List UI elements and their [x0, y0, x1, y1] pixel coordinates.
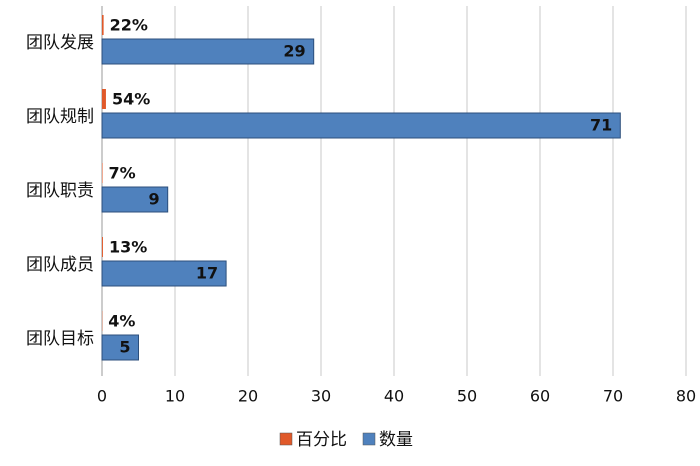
legend-label: 数量	[379, 430, 413, 450]
y-tick-label: 团队成员	[26, 255, 94, 275]
legend-swatch	[280, 433, 292, 445]
x-tick-label: 80	[676, 387, 696, 406]
x-tick-label: 40	[384, 387, 404, 406]
x-tick-label: 50	[457, 387, 477, 406]
y-tick-label: 团队发展	[26, 33, 94, 53]
y-tick-label: 团队规制	[26, 107, 94, 127]
bar	[102, 39, 314, 64]
x-tick-label: 60	[530, 387, 550, 406]
y-tick-label: 团队职责	[26, 181, 94, 201]
value-label: 71	[590, 116, 612, 135]
bar	[102, 237, 103, 257]
bar	[102, 89, 106, 109]
bar	[102, 15, 104, 35]
value-label: 9	[149, 190, 160, 209]
x-tick-label: 0	[97, 387, 107, 406]
value-label: 54%	[112, 90, 150, 109]
value-label: 17	[196, 264, 218, 283]
legend-swatch	[363, 433, 375, 445]
value-label: 22%	[110, 16, 148, 35]
value-label: 4%	[108, 312, 135, 331]
x-tick-label: 10	[165, 387, 185, 406]
value-label: 7%	[109, 164, 136, 183]
value-label: 13%	[109, 238, 147, 257]
bar	[102, 163, 103, 183]
y-tick-label: 团队目标	[26, 329, 94, 349]
x-tick-label: 20	[238, 387, 258, 406]
x-tick-label: 70	[603, 387, 623, 406]
x-tick-label: 30	[311, 387, 331, 406]
legend-label: 百分比	[296, 430, 347, 450]
bar	[102, 113, 620, 138]
value-label: 29	[283, 42, 305, 61]
value-label: 5	[119, 338, 130, 357]
